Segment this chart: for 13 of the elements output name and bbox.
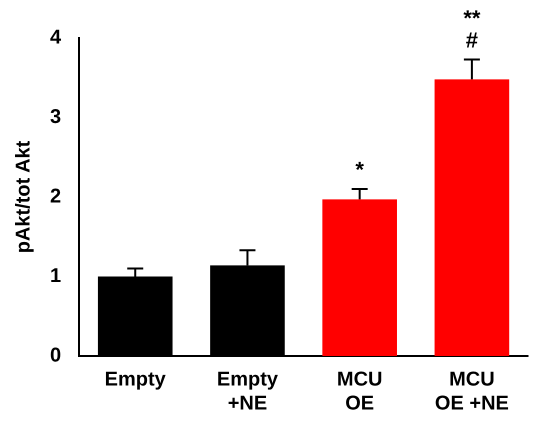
y-tick-label: 2 xyxy=(50,186,62,208)
y-tick-label: 3 xyxy=(50,106,62,128)
y-tick-label: 4 xyxy=(50,26,62,49)
y-axis-title: pAkt/tot Akt xyxy=(12,140,35,254)
y-tick-label: 1 xyxy=(50,265,62,288)
x-tick-label: MCU OE xyxy=(336,368,382,415)
annotation: * xyxy=(355,157,364,182)
x-tick-label: Empty xyxy=(104,368,167,391)
bar xyxy=(434,79,510,356)
bar xyxy=(322,199,397,356)
x-tick-label: MCU OE +NE xyxy=(434,368,509,415)
y-tick-label: 0 xyxy=(50,344,62,367)
x-tick-label: Empty +NE xyxy=(216,368,279,415)
